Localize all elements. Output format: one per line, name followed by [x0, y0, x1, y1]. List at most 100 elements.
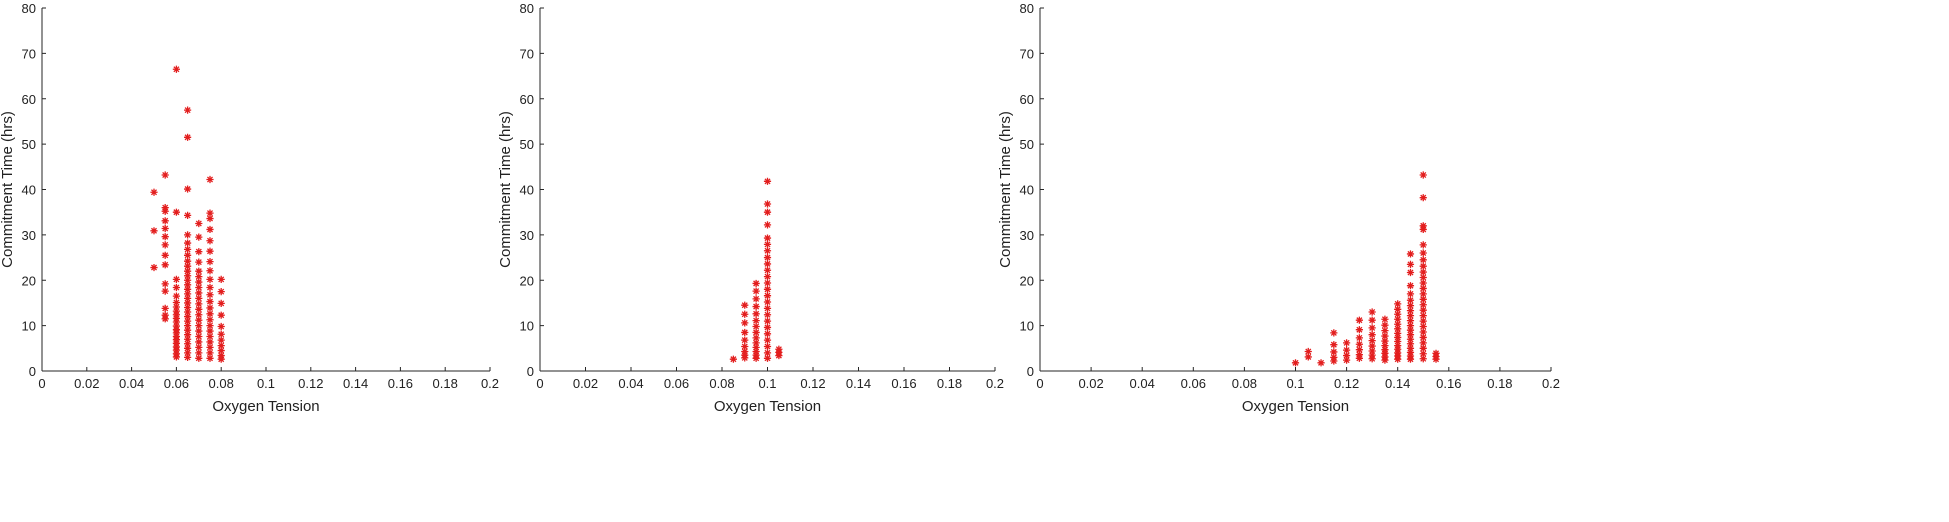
- data-point: [763, 266, 772, 274]
- x-tick-label: 0.04: [119, 376, 144, 391]
- data-point: [752, 328, 760, 337]
- data-point: [1419, 328, 1427, 336]
- data-point: [184, 106, 192, 114]
- data-point: [1406, 335, 1415, 343]
- data-point: [741, 328, 749, 337]
- data-point: [1419, 312, 1427, 320]
- data-point: [195, 338, 203, 346]
- data-point: [1394, 300, 1402, 308]
- y-tick-label: 50: [520, 137, 534, 152]
- data-point: [1419, 355, 1427, 363]
- data-point: [752, 310, 760, 318]
- x-axis-label: Oxygen Tension: [714, 398, 821, 415]
- data-point: [206, 322, 214, 330]
- data-point: [184, 267, 192, 275]
- data-point: [150, 188, 158, 196]
- y-tick-label: 30: [22, 228, 36, 243]
- data-point: [1355, 351, 1363, 359]
- data-point: [195, 273, 203, 281]
- data-point: [1381, 327, 1389, 335]
- y-axis-label: Commitment Time (hrs): [0, 111, 16, 268]
- data-point: [195, 343, 203, 352]
- y-tick-label: 40: [520, 183, 534, 198]
- data-point: [763, 354, 772, 362]
- y-tick-label: 80: [1020, 1, 1034, 16]
- data-point: [1406, 317, 1415, 325]
- data-point: [1419, 249, 1427, 257]
- data-point: [195, 354, 203, 362]
- data-point: [1419, 194, 1427, 202]
- x-tick-label: 0.12: [298, 376, 323, 391]
- data-point: [1419, 333, 1427, 342]
- data-point: [184, 281, 192, 289]
- data-point: [752, 295, 760, 303]
- data-point: [752, 343, 760, 352]
- y-axis-label: Commitment Time (hrs): [997, 111, 1014, 268]
- y-tick-label: 10: [1020, 319, 1034, 334]
- data-point: [1368, 355, 1376, 363]
- data-point: [1330, 348, 1338, 356]
- data-point: [1394, 337, 1402, 346]
- y-tick-label: 0: [29, 364, 36, 379]
- x-tick-label: 0.16: [388, 376, 413, 391]
- data-point: [184, 322, 192, 330]
- data-point: [1406, 282, 1415, 290]
- data-point: [217, 311, 225, 319]
- data-point: [763, 234, 772, 242]
- data-point: [1406, 326, 1415, 334]
- x-axis-label: Oxygen Tension: [1242, 398, 1349, 415]
- y-tick-label: 20: [22, 273, 36, 288]
- data-point: [195, 283, 203, 292]
- data-point: [1381, 321, 1389, 329]
- x-tick-label: 0: [38, 376, 45, 391]
- data-point: [172, 65, 180, 73]
- data-point: [1406, 260, 1415, 268]
- data-point: [184, 308, 192, 316]
- data-point: [1419, 301, 1427, 309]
- data-point: [1368, 347, 1376, 355]
- x-tick-label: 0.1: [758, 376, 776, 391]
- data-point: [161, 251, 169, 259]
- data-point: [1304, 347, 1312, 356]
- data-point: [1419, 295, 1427, 303]
- data-point: [1419, 344, 1427, 352]
- data-point: [184, 290, 192, 298]
- data-point: [752, 279, 760, 288]
- data-point: [1394, 305, 1402, 313]
- data-point: [195, 294, 203, 302]
- y-tick-label: 40: [1020, 183, 1034, 198]
- data-point: [172, 307, 180, 315]
- data-point: [206, 214, 214, 223]
- y-tick-label: 60: [520, 92, 534, 107]
- data-point: [161, 241, 169, 249]
- data-point: [217, 322, 225, 331]
- x-tick-label: 0.18: [1487, 376, 1512, 391]
- data-point: [172, 208, 180, 216]
- data-point: [184, 276, 192, 284]
- data-point: [1343, 339, 1351, 347]
- data-point: [184, 326, 192, 334]
- x-tick-label: 0.08: [709, 376, 734, 391]
- data-point: [763, 317, 772, 325]
- x-tick-label: 0.1: [1286, 376, 1304, 391]
- data-point: [217, 351, 225, 360]
- y-tick-label: 50: [1020, 137, 1034, 152]
- data-point: [729, 355, 737, 363]
- data-point: [161, 224, 169, 233]
- scatter-panel-2: 0 0.02 0.04 0.06 0.08 0.1 0.12 0.14 0.16 0.18 0.2 0…: [497, 1, 1004, 415]
- data-point: [217, 336, 225, 344]
- x-tick-label: 0.02: [74, 376, 99, 391]
- data-point: [161, 204, 169, 212]
- data-point: [217, 299, 225, 307]
- x-tick-label: 0.08: [1232, 376, 1257, 391]
- x-tick-label: 0: [1036, 376, 1043, 391]
- data-point: [206, 343, 214, 352]
- data-point: [161, 171, 169, 179]
- data-point: [184, 211, 192, 219]
- data-point: [1406, 250, 1415, 258]
- y-tick-label: 40: [22, 183, 36, 198]
- data-point: [184, 245, 192, 253]
- data-point: [1406, 344, 1415, 352]
- data-point: [763, 311, 772, 319]
- data-point: [763, 177, 772, 185]
